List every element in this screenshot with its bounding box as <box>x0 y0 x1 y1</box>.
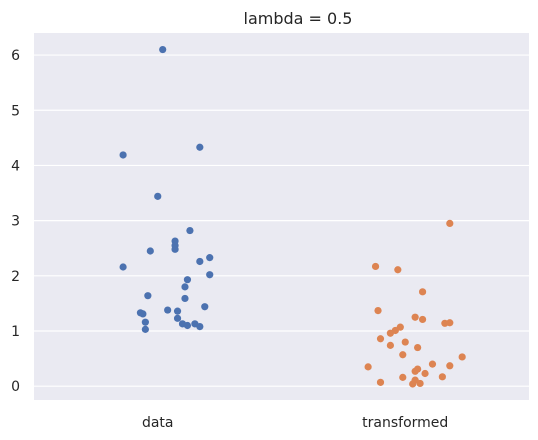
data-point <box>438 373 446 381</box>
data-point <box>386 329 394 337</box>
data-point <box>386 341 394 349</box>
data-point <box>418 315 427 324</box>
data-point <box>183 321 192 330</box>
data-point <box>206 254 214 262</box>
data-point <box>458 353 466 361</box>
series-transformed <box>364 219 466 388</box>
data-point <box>173 307 182 315</box>
data-point <box>371 262 380 271</box>
data-point <box>206 271 214 279</box>
data-point <box>411 313 419 321</box>
y-tick-label: 6 <box>11 48 20 64</box>
data-point <box>173 314 182 322</box>
data-point <box>144 292 152 300</box>
data-point <box>414 343 422 352</box>
data-point <box>171 245 179 253</box>
data-point <box>376 335 385 343</box>
data-point <box>416 379 424 388</box>
data-point <box>201 303 209 311</box>
data-point <box>196 143 204 151</box>
data-point <box>409 380 417 388</box>
data-point <box>146 247 154 255</box>
data-point <box>446 362 454 370</box>
data-point <box>364 363 372 371</box>
chart-title: lambda = 0.5 <box>244 9 353 28</box>
data-point <box>376 378 385 386</box>
plot-area <box>34 33 529 400</box>
data-point <box>394 266 402 274</box>
y-tick-label: 3 <box>11 214 20 230</box>
data-point <box>186 226 194 235</box>
data-point <box>196 257 204 266</box>
data-point <box>181 294 189 303</box>
y-tick-label: 2 <box>11 269 20 285</box>
y-tick-label: 1 <box>11 324 20 340</box>
y-tick-label: 5 <box>11 103 20 119</box>
data-point <box>164 306 172 314</box>
x-tick-labels: data transformed <box>142 415 448 431</box>
data-point <box>374 306 382 315</box>
data-point <box>119 263 127 271</box>
data-point <box>401 338 409 346</box>
data-point <box>399 351 407 359</box>
y-tick-label: 0 <box>11 379 20 395</box>
data-point <box>411 367 419 375</box>
data-point <box>183 276 192 284</box>
x-tick-label: data <box>142 415 174 431</box>
data-point <box>441 319 449 327</box>
data-point <box>428 360 437 368</box>
grid-lines <box>34 54 529 387</box>
data-point <box>159 45 167 54</box>
series-data <box>119 45 214 333</box>
data-point <box>399 373 407 381</box>
y-tick-label: 4 <box>11 158 20 174</box>
y-tick-labels: 0 1 2 3 4 5 6 <box>11 48 20 395</box>
data-point <box>181 283 189 291</box>
data-point <box>446 219 454 227</box>
data-points <box>119 45 466 388</box>
data-point <box>418 288 427 296</box>
x-tick-label: transformed <box>362 415 448 431</box>
data-point <box>421 369 429 378</box>
data-point <box>141 325 149 333</box>
data-point <box>139 310 147 318</box>
data-point <box>119 151 127 159</box>
data-point <box>154 192 162 200</box>
data-point <box>196 323 204 331</box>
data-point <box>141 318 149 326</box>
